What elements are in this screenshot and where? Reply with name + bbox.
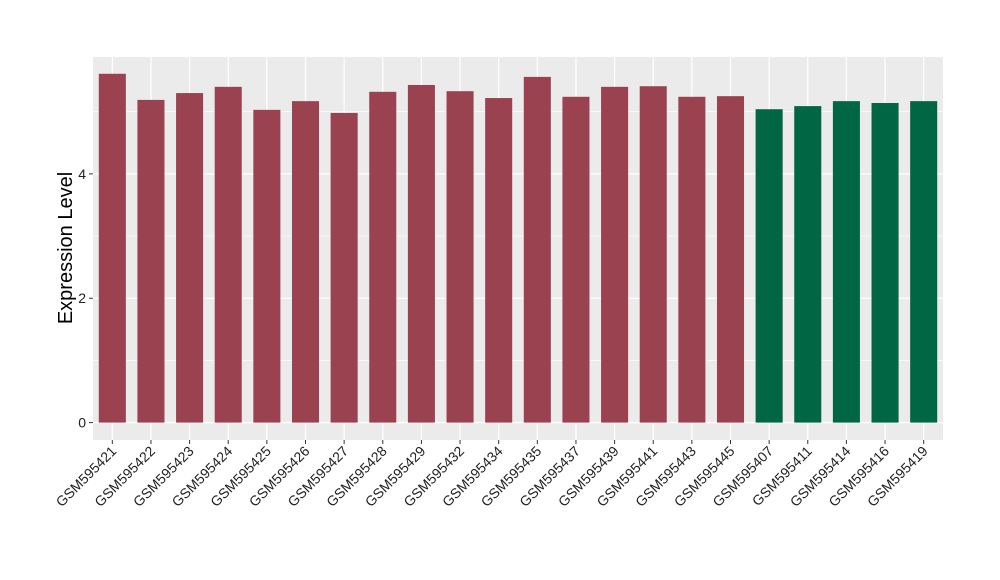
- bar: [369, 91, 397, 423]
- bar: [407, 84, 435, 423]
- bar: [716, 96, 745, 423]
- bar: [562, 96, 590, 423]
- bar: [485, 98, 513, 423]
- y-axis-label: Expression Level: [55, 172, 77, 324]
- bar: [910, 101, 938, 423]
- bar: [794, 106, 822, 423]
- bar: [98, 73, 126, 423]
- bar: [137, 99, 165, 423]
- bar: [253, 109, 281, 423]
- bar: [678, 96, 706, 423]
- bar: [832, 101, 860, 423]
- bar: [639, 86, 667, 423]
- bar: [871, 103, 899, 423]
- y-tick-label: 4: [78, 166, 86, 182]
- bar: [446, 91, 474, 423]
- bar: [755, 109, 783, 423]
- bar: [330, 112, 358, 423]
- bar: [214, 86, 242, 423]
- bar: [291, 101, 320, 423]
- bar: [176, 93, 204, 423]
- bar: [523, 76, 551, 423]
- y-tick-label: 0: [78, 415, 86, 431]
- bar: [601, 86, 629, 423]
- y-tick-label: 2: [78, 290, 86, 306]
